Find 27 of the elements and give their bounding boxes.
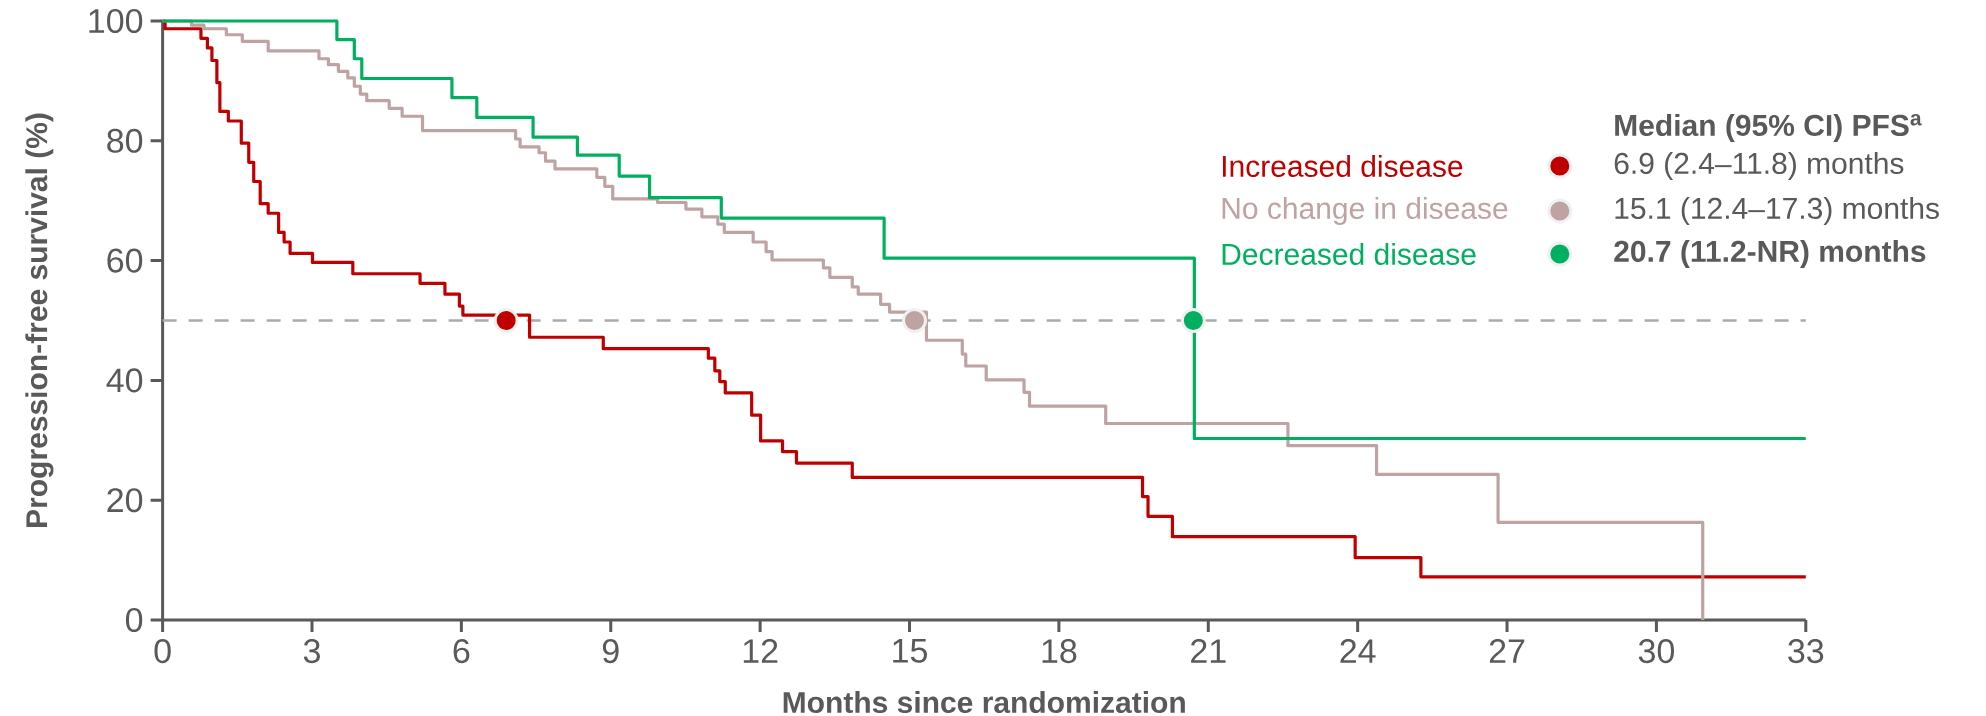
- x-tick-label: 15: [893, 639, 927, 663]
- x-axis-title: Months since randomization: [783, 691, 1185, 714]
- series-label: Decreased disease: [1222, 242, 1476, 265]
- x-tick-label: 3: [303, 639, 320, 664]
- y-axis-title: Progression-free survival (%): [25, 113, 54, 527]
- x-tick-label: 0: [154, 639, 171, 664]
- x-tick-label: 30: [1638, 639, 1675, 664]
- annotation: 6.9 (2.4–11.8) months: [1614, 152, 1904, 180]
- x-tick-label: 12: [743, 639, 778, 663]
- annotation: 15.1 (12.4–17.3) months: [1615, 197, 1939, 225]
- x-tick-label: 18: [1042, 639, 1077, 664]
- legend-label: No change in disease: [1222, 197, 1508, 225]
- y-tick-label: 60: [107, 248, 143, 273]
- annotation: 20.7 (11.2-NR) months: [1614, 240, 1926, 268]
- y-tick-label: 100: [89, 8, 143, 34]
- x-tick-label: 33: [1788, 639, 1824, 664]
- x-tick-label: 24: [1340, 639, 1376, 663]
- annotation: Median (95% CI) PFS$^{a}$: [1615, 114, 1922, 142]
- text: Increased disease: [1222, 154, 1463, 177]
- x-tick-label: 6: [453, 639, 470, 664]
- y-tick-label: 80: [107, 128, 143, 153]
- y-tick-label: 20: [107, 488, 143, 513]
- x-tick-label: 27: [1489, 639, 1525, 663]
- y-tick-label: 40: [106, 368, 143, 393]
- x-tick-label: 9: [602, 639, 619, 664]
- y-tick-label: 0: [125, 607, 143, 633]
- x-tick-label: 21: [1191, 639, 1226, 663]
